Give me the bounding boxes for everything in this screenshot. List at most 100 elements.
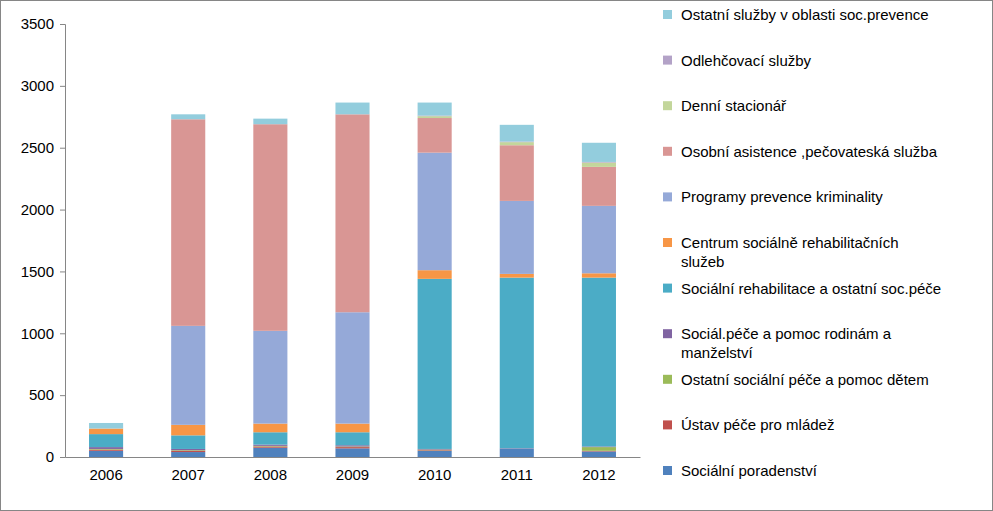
bar: [89, 423, 123, 429]
series-bars: [89, 446, 616, 452]
bar: [253, 432, 287, 444]
bar: [171, 119, 205, 326]
bar: [335, 445, 369, 446]
x-tick-label: 2012: [582, 466, 615, 483]
bar: [89, 434, 123, 447]
legend-swatch: [663, 192, 672, 201]
bar: [582, 447, 616, 451]
bar: [253, 331, 287, 424]
x-tick-label: 2010: [418, 466, 451, 483]
legend-swatch: [663, 466, 672, 475]
bar: [500, 274, 534, 278]
bar: [171, 435, 205, 449]
bar: [418, 451, 452, 457]
bar: [171, 451, 205, 452]
legend-label: Ústav péče pro mládež: [681, 416, 834, 433]
legend-label-line: služeb: [681, 253, 724, 270]
bar: [335, 114, 369, 312]
bar: [171, 452, 205, 457]
legend-swatch: [663, 147, 672, 156]
legend-swatch: [663, 329, 672, 338]
bar: [418, 279, 452, 449]
y-tick: 1500: [21, 263, 65, 280]
chart: 0500100015002000250030003500200620072008…: [0, 0, 993, 511]
bar: [335, 447, 369, 448]
legend-label: Denní stacionář: [681, 97, 787, 114]
y-tick-label: 1000: [21, 325, 54, 342]
bar: [418, 116, 452, 118]
bar: [335, 424, 369, 433]
legend-label-line: Sociální rehabilitace a ostatní soc.péče: [681, 280, 941, 297]
bar: [582, 273, 616, 277]
bar: [500, 449, 534, 457]
y-tick-mark: [60, 86, 65, 87]
bar: [418, 449, 452, 451]
bar: [335, 446, 369, 448]
y-tick-mark: [60, 148, 65, 149]
y-tick-mark: [60, 395, 65, 396]
bar: [253, 448, 287, 457]
x-tick: 2010: [418, 457, 451, 483]
bar: [500, 201, 534, 274]
legend-label-line: Centrum sociálně rehabilitačních: [681, 234, 903, 251]
x-tick-label: 2009: [336, 466, 369, 483]
y-tick-label: 500: [29, 386, 54, 403]
bar: [500, 145, 534, 201]
bar: [582, 206, 616, 273]
y-tick-label: 2500: [21, 139, 54, 156]
legend-swatch: [663, 238, 672, 247]
legend-swatch: [663, 101, 672, 110]
legend-label-line: Denní stacionář: [681, 97, 787, 114]
bar: [418, 103, 452, 116]
legend-label: Ostatní sociální péče a pomoc dětem: [681, 371, 929, 388]
bar: [582, 451, 616, 457]
x-tick-label: 2008: [254, 466, 287, 483]
legend-label-line: Sociální poradenství: [681, 462, 818, 479]
series-bars: [418, 116, 616, 163]
bar: [253, 445, 287, 447]
legend-label: Sociál.péče a pomoc rodinám a manželství: [681, 325, 895, 361]
legend-label: Ostatní služby v oblasti soc.prevence: [681, 6, 929, 23]
bar: [171, 450, 205, 452]
series-bars: [171, 114, 616, 331]
bar: [500, 448, 534, 449]
x-tick: 2012: [582, 457, 615, 483]
x-tick: 2006: [89, 457, 122, 483]
y-tick: 2000: [21, 201, 65, 218]
bar: [582, 167, 616, 206]
legend-label: Sociální rehabilitace a ostatní soc.péče: [681, 280, 941, 297]
legend-label-line: Ostatní služby v oblasti soc.prevence: [681, 6, 929, 23]
legend-label-line: Programy prevence kriminality: [681, 188, 883, 205]
bar: [171, 449, 205, 450]
y-tick: 3000: [21, 77, 65, 94]
bar: [418, 270, 452, 279]
x-tick: 2008: [254, 457, 287, 483]
y-tick-label: 3000: [21, 77, 54, 94]
x-tick: 2011: [501, 457, 533, 483]
x-tick-label: 2007: [172, 466, 205, 483]
legend-swatch: [663, 10, 672, 19]
legend-label-line: Sociál.péče a pomoc rodinám a: [681, 325, 895, 342]
bar: [89, 451, 123, 457]
bar: [253, 119, 287, 125]
y-tick: 0: [46, 448, 65, 465]
bar: [89, 447, 123, 449]
y-axis: 0500100015002000250030003500: [21, 15, 66, 465]
series-bars: [89, 445, 616, 451]
series-bars: [89, 448, 616, 457]
y-tick-mark: [60, 210, 65, 211]
legend: Ostatní služby v oblasti soc.prevenceOdl…: [663, 6, 941, 479]
y-tick: 2500: [21, 139, 65, 156]
bar: [335, 312, 369, 423]
bar: [500, 142, 534, 145]
x-axis-line: [66, 457, 641, 458]
x-tick-label: 2011: [501, 466, 533, 483]
bar: [335, 432, 369, 445]
bar: [500, 278, 534, 449]
bar: [500, 125, 534, 142]
bar: [582, 163, 616, 167]
bar: [500, 448, 534, 449]
legend-swatch: [663, 375, 672, 384]
series-bars: [89, 103, 616, 429]
bar: [335, 448, 369, 457]
